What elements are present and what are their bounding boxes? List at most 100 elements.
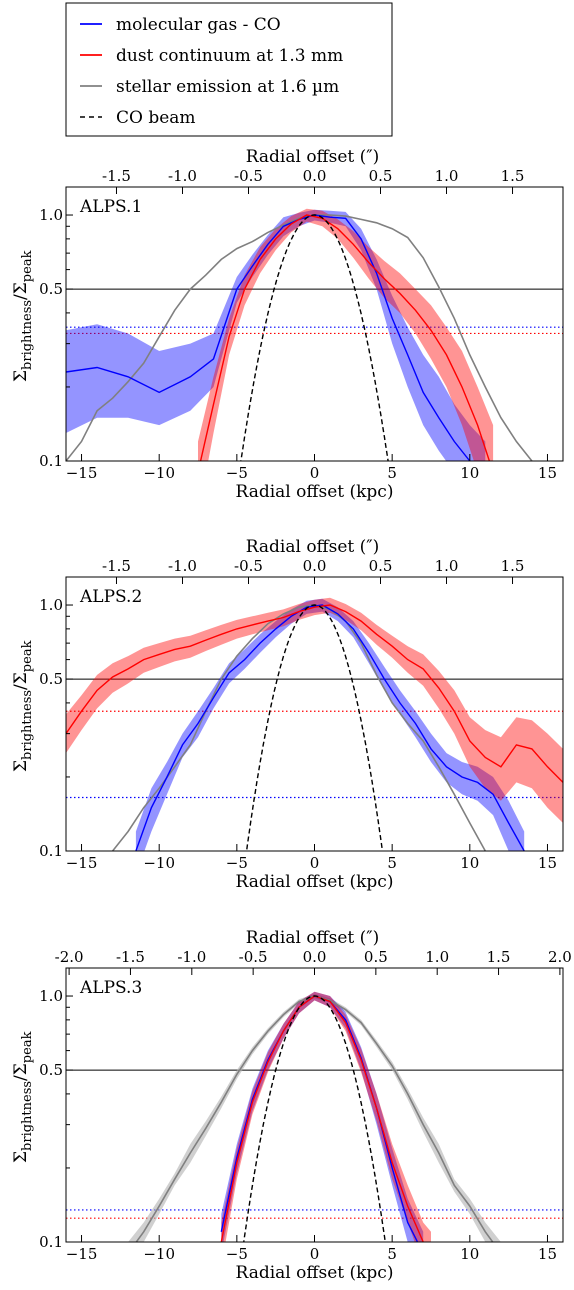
x-tick-label: 0: [310, 464, 320, 482]
x2-tick-label: 0.5: [369, 557, 393, 575]
x-tick-label: 0: [310, 854, 320, 872]
line-co: [220, 995, 419, 1242]
band-stellar: [128, 993, 501, 1242]
x-tick-label: −15: [66, 854, 98, 872]
y-tick-label: 0.1: [39, 452, 63, 470]
x2-tick-label: -1.5: [102, 557, 131, 575]
x2-tick-label: 1.5: [501, 557, 525, 575]
y-label-slash: /Σ: [11, 1063, 31, 1081]
x2-tick-label: 0.0: [303, 167, 327, 185]
x-axis-label: Radial offset (kpc): [236, 482, 394, 502]
x-tick-label: 5: [387, 464, 397, 482]
x-tick-label: −5: [226, 464, 248, 482]
line-dust: [66, 604, 563, 783]
x-axis-label: Radial offset (kpc): [236, 872, 394, 892]
y-label-sigma: Σ: [11, 760, 31, 772]
x2-tick-label: -1.0: [168, 167, 197, 185]
x2-tick-label: -1.5: [102, 167, 131, 185]
y-label-sub-brightness: brightness: [20, 300, 35, 370]
line-stellar: [135, 995, 494, 1242]
y-label-sub-peak: peak: [20, 1031, 35, 1063]
y-tick-label: 1.0: [39, 596, 63, 614]
plot-area: [66, 991, 563, 1242]
x2-axis-label: Radial offset (″): [246, 147, 380, 167]
y-tick-label: 1.0: [39, 206, 63, 224]
y-label-slash: /Σ: [11, 282, 31, 300]
x2-tick-label: 0.5: [369, 167, 393, 185]
y-label-sigma: Σ: [11, 1151, 31, 1163]
x-tick-label: 10: [460, 1245, 479, 1263]
x-tick-label: −10: [143, 464, 175, 482]
line-dust: [199, 214, 491, 461]
x2-tick-label: 1.0: [425, 948, 449, 966]
x2-tick-label: 0.0: [303, 557, 327, 575]
line-beam: [240, 214, 389, 461]
legend-label-stellar: stellar emission at 1.6 µm: [116, 77, 339, 97]
x-tick-label: 15: [538, 854, 557, 872]
x2-tick-label: -2.0: [55, 948, 84, 966]
y-tick-label: 0.5: [39, 280, 63, 298]
legend-frame: [65, 2, 393, 137]
x2-tick-label: -0.5: [234, 557, 263, 575]
x-tick-label: 10: [460, 464, 479, 482]
y-label-sub-peak: peak: [20, 250, 35, 282]
y-label-sub-brightness: brightness: [20, 690, 35, 760]
x-tick-label: 15: [538, 464, 557, 482]
chart-panel-2: −15 −10 −5 0 5 10 15 -1.5 -1.0 -0.5 0.0 0.5 1.0 1.5 0.…: [11, 537, 564, 892]
x2-tick-label: 2.0: [548, 948, 572, 966]
x-tick-label: −5: [226, 854, 248, 872]
y-axis-label: Σbrightness/Σpeak: [11, 250, 35, 382]
y-label-sigma: Σ: [11, 370, 31, 382]
line-stellar: [111, 604, 486, 851]
x-tick-label: −10: [143, 1245, 175, 1263]
y-tick-label: 0.5: [39, 1061, 63, 1079]
panel-label: ALPS.1: [79, 197, 142, 217]
x2-axis-label: Radial offset (″): [246, 928, 380, 948]
line-beam: [243, 995, 386, 1242]
x-tick-label: 0: [310, 1245, 320, 1263]
y-axis-label: Σbrightness/Σpeak: [11, 640, 35, 772]
x2-tick-label: 1.5: [487, 948, 511, 966]
x-tick-label: −10: [143, 854, 175, 872]
x2-tick-label: -1.0: [177, 948, 206, 966]
panels: −15 −10 −5 0 5 10 15 -1.5 -1.0 -0.5 0.0 0.5 1.0 1.5 0.…: [11, 147, 572, 1283]
y-label-slash: /Σ: [11, 672, 31, 690]
legend: molecular gas - CO dust continuum at 1.3…: [65, 2, 393, 137]
x2-tick-label: 0.0: [303, 948, 327, 966]
x2-tick-label: -1.0: [168, 557, 197, 575]
x2-tick-label: 1.0: [435, 167, 459, 185]
x2-axis-label: Radial offset (″): [246, 537, 380, 557]
x2-tick-label: -1.5: [116, 948, 145, 966]
line-co: [135, 604, 525, 851]
x-tick-label: 5: [387, 854, 397, 872]
band-co: [66, 209, 486, 461]
chart-panel-3: −15 −10 −5 0 5 10 15 -2.0 -1.5 -1.0 -0.5 0.0 0.5 1.0 1…: [11, 928, 572, 1283]
legend-label-dust: dust continuum at 1.3 mm: [116, 46, 343, 66]
line-beam: [245, 604, 384, 851]
x-tick-label: 15: [538, 1245, 557, 1263]
x-tick-label: 10: [460, 854, 479, 872]
y-label-sub-peak: peak: [20, 640, 35, 672]
panel-label: ALPS.3: [79, 978, 142, 998]
x-tick-label: −15: [66, 1245, 98, 1263]
panel-label: ALPS.2: [79, 587, 142, 607]
x2-tick-label: -0.5: [239, 948, 268, 966]
line-dust: [220, 995, 425, 1242]
x-axis-label: Radial offset (kpc): [236, 1263, 394, 1283]
x2-tick-label: 1.5: [501, 167, 525, 185]
x2-tick-label: -0.5: [234, 167, 263, 185]
legend-label-beam: CO beam: [116, 108, 196, 128]
plot-frame: [65, 967, 564, 1243]
y-tick-label: 0.5: [39, 670, 63, 688]
band-co: [221, 991, 424, 1242]
y-label-sub-brightness: brightness: [20, 1081, 35, 1151]
y-tick-label: 1.0: [39, 987, 63, 1005]
y-tick-label: 0.1: [39, 1233, 63, 1251]
x-tick-label: 5: [387, 1245, 397, 1263]
x-tick-label: −5: [226, 1245, 248, 1263]
y-axis-label: Σbrightness/Σpeak: [11, 1031, 35, 1163]
line-stellar: [66, 214, 533, 461]
y-tick-label: 0.1: [39, 842, 63, 860]
x-tick-label: −15: [66, 464, 98, 482]
